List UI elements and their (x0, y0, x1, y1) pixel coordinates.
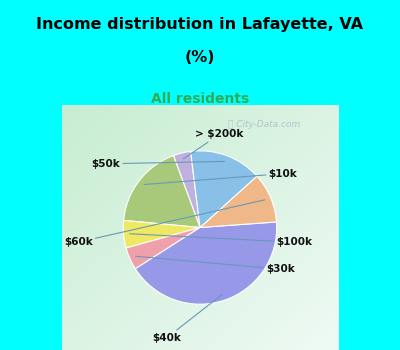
Text: Income distribution in Lafayette, VA: Income distribution in Lafayette, VA (36, 17, 364, 32)
Text: $30k: $30k (136, 256, 295, 274)
Text: $100k: $100k (130, 234, 312, 247)
Wedge shape (135, 222, 277, 304)
Text: $50k: $50k (92, 159, 225, 169)
Text: (%): (%) (185, 50, 215, 65)
Text: $40k: $40k (152, 294, 222, 343)
Wedge shape (124, 155, 200, 228)
Wedge shape (200, 176, 276, 228)
Text: > $200k: > $200k (183, 130, 244, 159)
Wedge shape (123, 220, 200, 248)
Text: $60k: $60k (64, 200, 265, 247)
Wedge shape (174, 152, 200, 228)
Wedge shape (126, 228, 200, 269)
Text: All residents: All residents (151, 92, 249, 106)
Text: $10k: $10k (144, 169, 298, 184)
Text: ⓘ City-Data.com: ⓘ City-Data.com (228, 120, 300, 129)
Wedge shape (191, 151, 257, 228)
